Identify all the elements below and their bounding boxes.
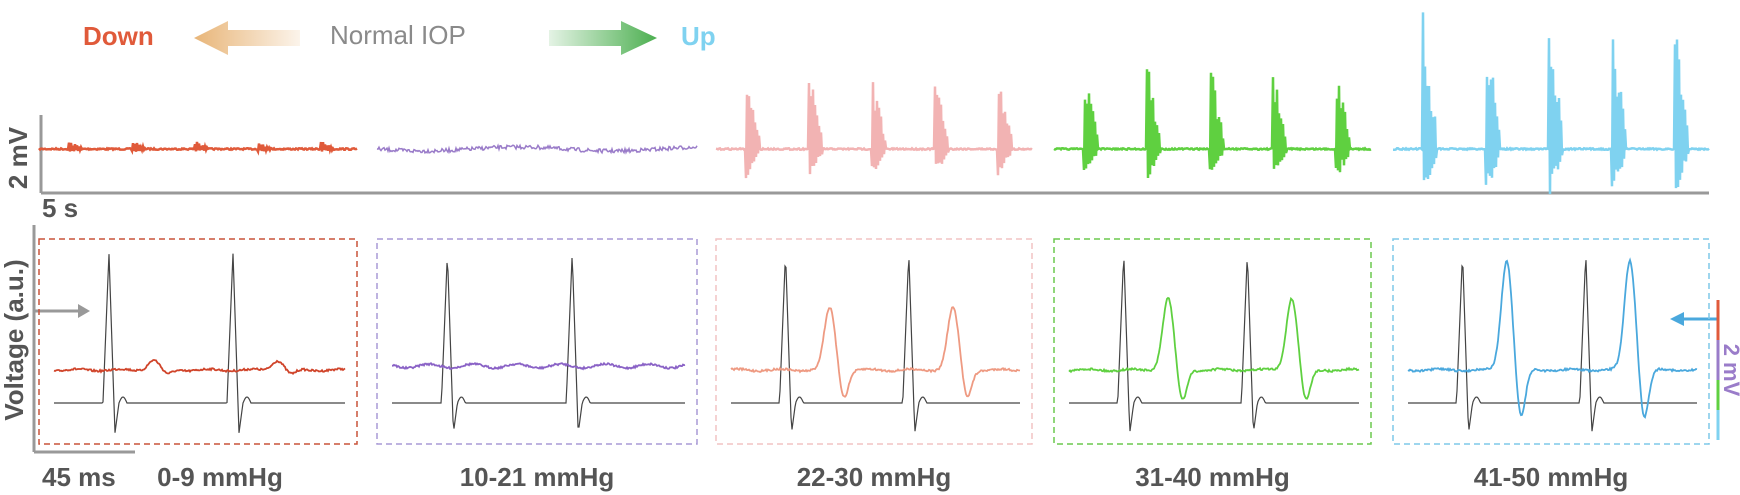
legend-normal: Normal IOP — [330, 20, 466, 50]
bottom-voltage-label: Voltage (a.u.) — [0, 259, 29, 420]
top-trace — [376, 143, 698, 155]
signal-trace — [730, 306, 1021, 398]
top-trace — [715, 82, 1033, 179]
top-trace — [38, 141, 358, 156]
top-trace — [1053, 69, 1372, 179]
panel-label: 22-30 mmHg — [797, 462, 952, 492]
arrow-right — [549, 21, 657, 55]
panel-label: 41-50 mmHg — [1474, 462, 1629, 492]
arrow-left — [194, 21, 300, 55]
ecg-trace — [731, 260, 1020, 432]
panel-box — [376, 238, 698, 445]
bottom-time-label: 45 ms — [42, 462, 116, 492]
panel-box — [1392, 238, 1710, 445]
ecg-trace — [1408, 260, 1697, 432]
panel-box — [38, 238, 358, 445]
top-time-label: 5 s — [42, 193, 78, 223]
signal-trace — [1407, 257, 1698, 419]
panel-label: 31-40 mmHg — [1135, 462, 1290, 492]
top-trace — [1393, 12, 1710, 195]
ecg-trace — [1069, 260, 1359, 432]
legend-up: Up — [681, 21, 716, 51]
blue-arrow-head — [1670, 312, 1684, 326]
panel-label: 10-21 mmHg — [460, 462, 615, 492]
signal-trace — [53, 358, 346, 376]
ecg-trace — [392, 257, 685, 429]
signal-trace — [392, 361, 686, 371]
panel-box — [715, 238, 1033, 445]
gray-arrow-head — [78, 304, 90, 318]
top-voltage-label: 2 mV — [3, 126, 33, 189]
ecg-trace — [54, 253, 345, 433]
legend-down: Down — [83, 21, 154, 51]
panel-label: 0-9 mmHg — [157, 462, 283, 492]
signal-trace — [1068, 296, 1360, 400]
panel-box — [1053, 238, 1372, 445]
right-voltage-label: 2 mV — [1719, 344, 1740, 397]
